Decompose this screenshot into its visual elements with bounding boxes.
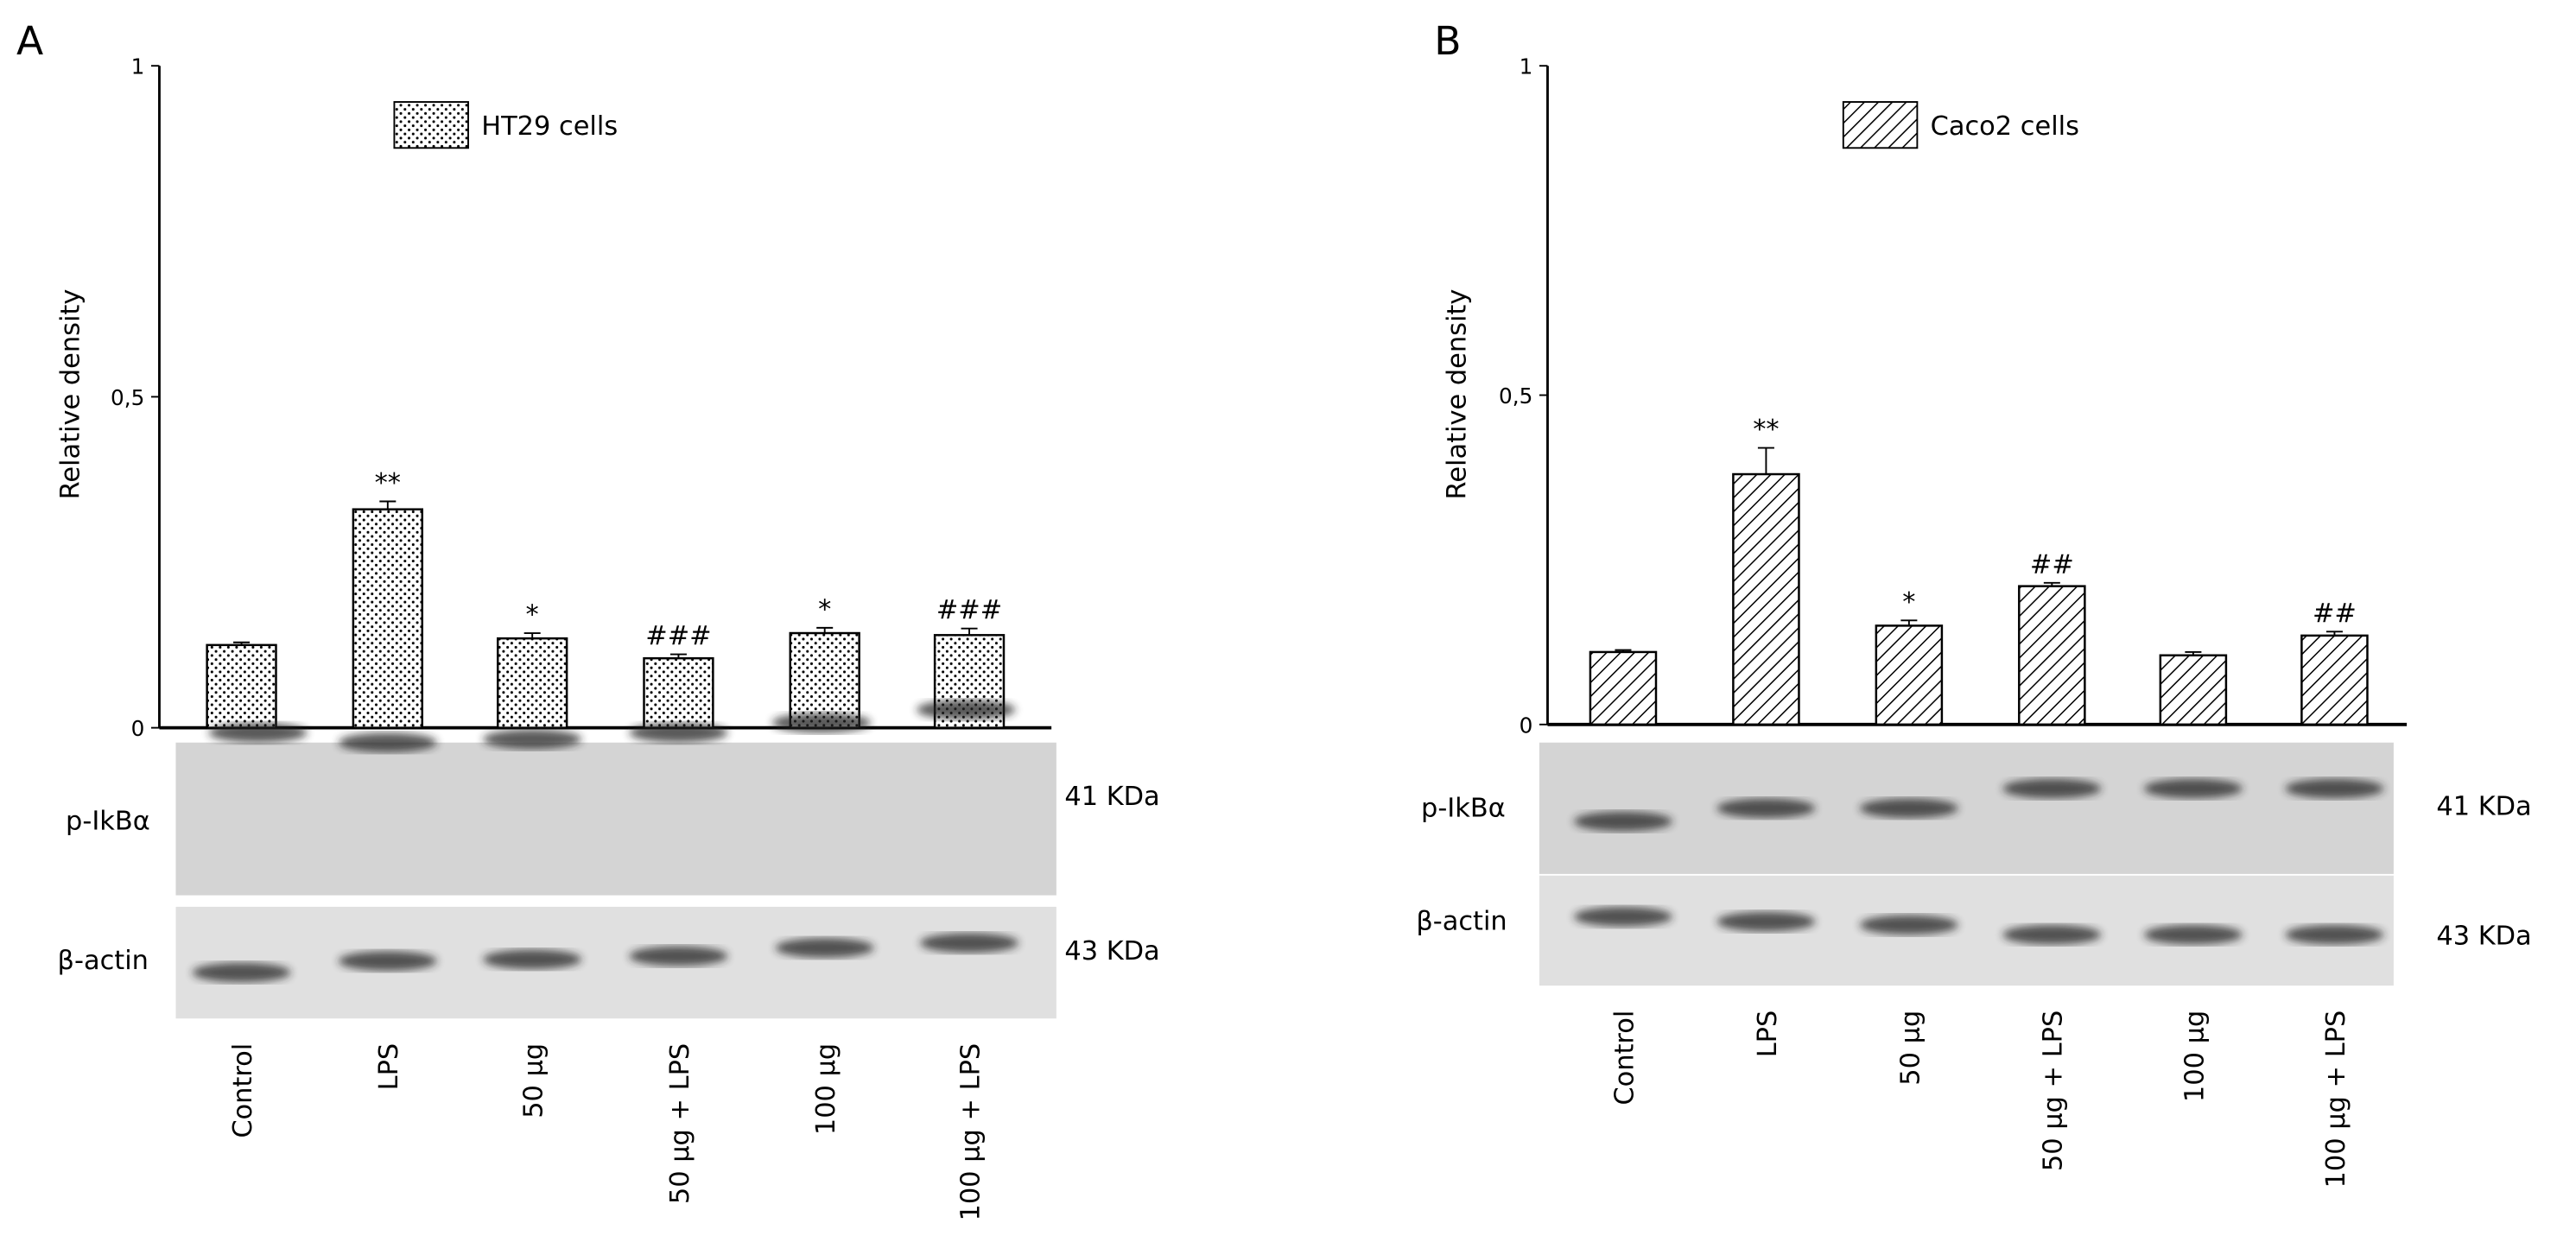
blot-band [917,700,1016,720]
bar [1589,650,1658,726]
blot-image [175,742,1056,896]
blot-band [2285,924,2384,945]
significance-label: ### [645,621,711,651]
blot-band [1716,911,1816,932]
blot-label: β-actin [58,946,149,976]
significance-label: * [818,594,831,624]
blot-size: 41 KDa [2436,791,2531,821]
significance-label: ** [1753,415,1779,445]
x-tick-label: LPS [1753,1011,1783,1058]
blot-band [2002,924,2102,945]
x-tick-label: LPS [374,1043,404,1091]
blot-size: 41 KDa [1064,782,1159,812]
y-axis-label: Relative density [55,289,86,500]
blot-band [338,951,437,972]
bar [206,643,277,729]
x-tick-label: 100 µg [2179,1011,2210,1102]
bar [789,631,860,729]
y-tick-label: 0,5 [1499,383,1532,409]
significance-label: ### [936,595,1002,625]
blot-band [2002,778,2102,799]
bar [497,637,568,729]
blot-band [2143,778,2243,799]
blot-band [2143,924,2243,945]
error-bar [1757,447,1774,475]
y-tick-label: 0 [1520,713,1533,738]
bar [1875,624,1944,726]
significance-label: ## [2313,599,2357,629]
x-tick-label: Control [228,1043,258,1138]
error-bar [961,627,978,636]
blot-band [1859,915,1958,935]
y-axis-label: Relative density [1442,289,1472,500]
significance-label: * [526,600,539,631]
error-bar [2325,631,2343,636]
bar [643,656,714,729]
error-bar [2043,581,2060,586]
blot-band [771,713,871,733]
blot-band [208,722,308,743]
legend-swatch [1842,101,1919,149]
bar [352,508,423,729]
blot-band [1716,798,1816,819]
significance-label: * [1902,587,1915,618]
blot-label: p-IkBα [1421,793,1506,823]
bar [2300,634,2369,726]
y-tick-label: 1 [1520,54,1533,79]
legend-swatch [393,101,469,149]
error-bar [379,500,397,510]
x-tick-label: 100 µg + LPS [2321,1011,2351,1188]
blot-band [2285,778,2384,799]
blot-size: 43 KDa [2436,922,2531,952]
blot-band [483,729,582,750]
error-bar [1900,619,1918,626]
bar [1732,472,1800,726]
blot-band [1573,906,1673,927]
blot-band [483,949,582,970]
error-bar [523,632,541,639]
panel-label: B [1434,18,1461,64]
blot-image [175,906,1056,1019]
x-tick-label: 50 µg [1895,1011,1926,1086]
x-tick-label: 100 µg [811,1043,841,1135]
significance-label: ** [375,468,401,498]
x-tick-label: Control [1609,1011,1640,1106]
bar [2159,654,2228,726]
blot-label: β-actin [1416,907,1507,937]
error-bar [2185,650,2202,656]
x-tick-label: 50 µg + LPS [665,1043,695,1204]
error-bar [669,653,687,659]
y-tick-label: 0 [131,716,145,741]
significance-label: ## [2030,549,2074,580]
blot-band [1859,798,1958,819]
error-bar [816,626,834,634]
y-tick-label: 1 [131,54,145,79]
blot-image [1539,742,2394,874]
error-bar [233,641,251,645]
legend-label: Caco2 cells [1931,111,2079,142]
legend-label: HT29 cells [481,111,618,142]
bar [2018,585,2086,726]
x-tick-label: 100 µg + LPS [955,1043,986,1221]
blot-band [192,962,291,983]
error-bar [1615,649,1632,652]
blot-label: p-IkBα [66,807,150,837]
blot-band [338,732,437,753]
blot-band [920,933,1019,954]
blot-band [1573,811,1673,832]
blot-band [629,722,728,743]
x-tick-label: 50 µg + LPS [2039,1011,2069,1171]
panel-label: A [16,18,43,64]
blot-size: 43 KDa [1064,936,1159,966]
blot-band [775,938,874,958]
x-tick-label: 50 µg [519,1043,549,1118]
blot-band [629,946,728,966]
y-tick-label: 0,5 [111,385,144,410]
blot-image [1539,875,2394,986]
